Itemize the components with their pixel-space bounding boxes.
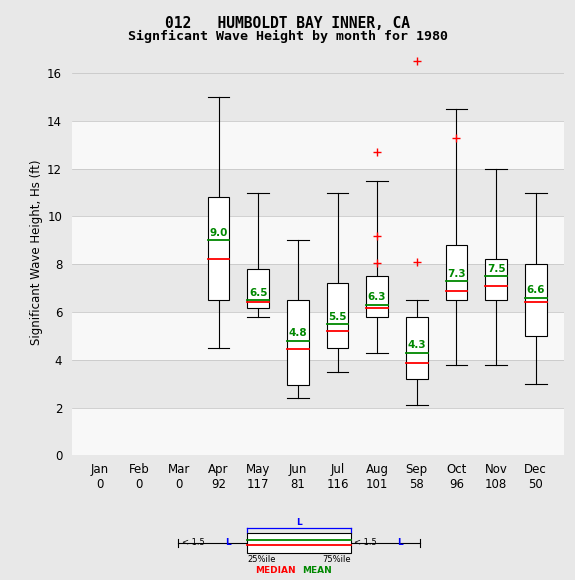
Text: 4.8: 4.8	[289, 328, 307, 338]
Bar	[525, 264, 547, 336]
Bar	[366, 276, 388, 317]
Bar	[247, 269, 269, 309]
Text: 7.3: 7.3	[447, 269, 466, 278]
Text: 4.3: 4.3	[408, 340, 426, 350]
Text: 6.5: 6.5	[249, 288, 267, 298]
Bar	[208, 197, 229, 300]
Bar	[247, 533, 351, 553]
Bar	[446, 245, 467, 300]
Text: MEAN: MEAN	[302, 566, 332, 575]
Bar	[72, 360, 564, 408]
Text: 6.3: 6.3	[368, 292, 386, 302]
Text: 75%ile: 75%ile	[322, 555, 351, 564]
Text: 7.5: 7.5	[487, 264, 505, 274]
Bar	[72, 312, 564, 360]
Text: 012   HUMBOLDT BAY INNER, CA: 012 HUMBOLDT BAY INNER, CA	[165, 16, 410, 31]
Y-axis label: Significant Wave Height, Hs (ft): Significant Wave Height, Hs (ft)	[30, 160, 43, 345]
Bar	[72, 216, 564, 264]
Bar	[485, 259, 507, 300]
Text: 6.6: 6.6	[527, 285, 545, 295]
Bar	[72, 121, 564, 169]
Text: 9.0: 9.0	[209, 228, 228, 238]
Text: 25%ile: 25%ile	[247, 555, 276, 564]
Text: L: L	[397, 538, 403, 547]
Text: < 1.5: < 1.5	[182, 538, 207, 547]
Text: 5.5: 5.5	[328, 311, 347, 321]
Text: MEDIAN: MEDIAN	[255, 566, 296, 575]
Bar	[72, 169, 564, 216]
Bar	[72, 73, 564, 121]
Bar	[287, 300, 309, 385]
Bar	[406, 317, 428, 379]
Bar	[72, 408, 564, 455]
Text: L: L	[296, 517, 302, 527]
Text: L: L	[225, 538, 231, 547]
Text: < 1.5: < 1.5	[354, 538, 380, 547]
Bar	[72, 264, 564, 312]
Bar	[327, 284, 348, 348]
Text: Signficant Wave Height by month for 1980: Signficant Wave Height by month for 1980	[128, 30, 447, 44]
